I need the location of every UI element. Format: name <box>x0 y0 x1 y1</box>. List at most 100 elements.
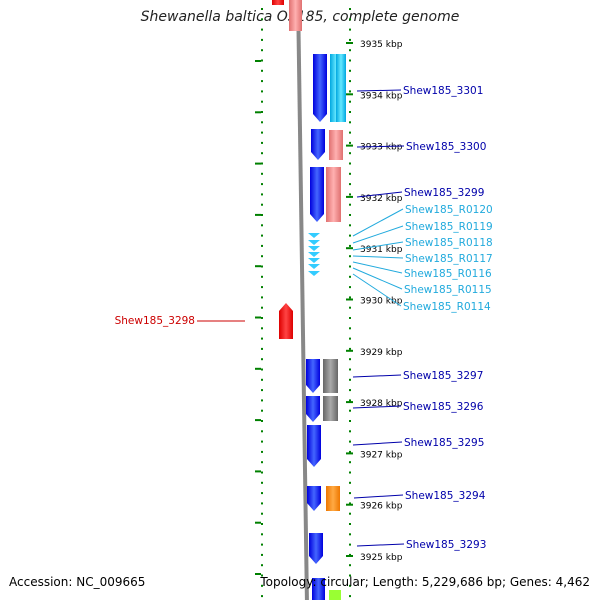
gene-shew185-3294-cds[interactable] <box>326 486 340 511</box>
gene-shew185-3293-forward[interactable] <box>309 533 323 564</box>
gene-shew185-3296-cds[interactable] <box>323 396 338 421</box>
label-leader-line <box>352 261 403 274</box>
left-tick-mark <box>255 60 261 62</box>
rna-chevron[interactable] <box>308 271 320 276</box>
gene-shew185-3296-forward[interactable] <box>306 396 320 422</box>
gene-label-shew185-3293[interactable]: Shew185_3293 <box>406 539 486 551</box>
rna-chevron[interactable] <box>308 252 320 257</box>
ruler-dot <box>349 286 351 289</box>
genome-backbone <box>296 0 309 600</box>
left-tick-mark <box>255 265 261 268</box>
label-leader-line <box>356 191 403 198</box>
gene-label-shew185-3298[interactable]: Shew185_3298 <box>115 315 195 327</box>
gene-label-shew185-3301[interactable]: Shew185_3301 <box>403 85 483 97</box>
gene-label-shew185-3297[interactable]: Shew185_3297 <box>403 370 483 382</box>
gene-block-bottom-lime[interactable] <box>329 590 341 600</box>
ruler-dot <box>261 574 263 577</box>
ruler-dot <box>261 28 263 31</box>
ruler-dot <box>349 265 351 268</box>
gene-label-shew185-r0118[interactable]: Shew185_R0118 <box>405 237 493 249</box>
ruler-dot <box>261 317 263 319</box>
left-tick-mark <box>255 162 261 165</box>
ruler-dot <box>349 234 351 237</box>
gene-shew185-3297-forward[interactable] <box>306 359 320 393</box>
kbp-tick-label: 3927 kbp <box>360 450 403 460</box>
gene-label-shew185-r0119[interactable]: Shew185_R0119 <box>405 221 493 233</box>
left-tick-mark <box>255 316 261 319</box>
left-tick-mark <box>255 111 261 114</box>
gene-shew185-3295-forward[interactable] <box>307 425 321 467</box>
ruler-dot <box>349 409 351 412</box>
ruler-dot <box>261 162 263 165</box>
ruler-dot <box>261 595 263 598</box>
rna-chevron[interactable] <box>308 258 320 263</box>
ruler-dot <box>349 358 351 361</box>
ruler-dot <box>349 244 351 247</box>
ruler-dot <box>349 131 351 134</box>
ruler-dot <box>261 121 263 124</box>
ruler-dot <box>261 131 263 134</box>
ruler-dot <box>261 502 263 505</box>
ruler-dot <box>261 440 263 443</box>
gene-label-shew185-r0114[interactable]: Shew185_R0114 <box>403 301 491 313</box>
rna-chevron[interactable] <box>308 233 320 238</box>
kbp-tick-label: 3932 kbp <box>360 194 403 204</box>
gene-shew185-3299-forward[interactable] <box>310 167 324 222</box>
ruler-dot <box>349 275 351 278</box>
ruler-dot <box>349 564 351 567</box>
gene-label-shew185-r0116[interactable]: Shew185_R0116 <box>404 268 492 280</box>
ruler-dot <box>261 38 263 41</box>
ruler-dot <box>349 461 351 464</box>
ruler-dot <box>261 471 263 474</box>
rna-chevron[interactable] <box>308 246 320 251</box>
gene-shew185-3301-cds2[interactable] <box>336 54 346 122</box>
ruler-dot <box>261 59 263 62</box>
ruler-dot <box>261 203 263 206</box>
ruler-dot <box>261 244 263 247</box>
ruler-dot <box>261 80 263 83</box>
ruler-dot <box>349 59 351 62</box>
gene-block-top-left[interactable] <box>272 0 284 5</box>
label-leader-line <box>352 225 404 244</box>
left-tick-mark <box>255 213 261 216</box>
ruler-dot <box>349 121 351 124</box>
label-leader-line <box>352 208 404 237</box>
label-leader-line <box>352 374 402 378</box>
gene-block-bottom-blue[interactable] <box>312 578 325 600</box>
gene-block-top-pink[interactable] <box>289 0 302 31</box>
gene-shew185-3299-cds[interactable] <box>326 167 341 222</box>
ruler-dot <box>349 533 351 536</box>
gene-shew185-3300-forward[interactable] <box>311 129 325 160</box>
ruler-dot <box>349 440 351 443</box>
ruler-dot <box>261 306 263 309</box>
gene-label-shew185-r0120[interactable]: Shew185_R0120 <box>405 204 493 216</box>
kbp-tick-mark <box>346 42 353 44</box>
rna-chevron[interactable] <box>308 240 320 245</box>
gene-label-shew185-3300[interactable]: Shew185_3300 <box>406 141 486 153</box>
gene-shew185-3300-cds[interactable] <box>329 130 343 160</box>
gene-shew185-3301-forward[interactable] <box>313 54 327 122</box>
gene-shew185-3294-forward[interactable] <box>307 486 321 511</box>
ruler-dot <box>261 409 263 412</box>
ruler-dot <box>261 553 263 556</box>
ruler-dot <box>349 481 351 484</box>
ruler-dot <box>261 18 263 21</box>
gene-label-shew185-r0117[interactable]: Shew185_R0117 <box>405 253 493 265</box>
ruler-dot <box>261 141 263 144</box>
ruler-dot <box>349 420 351 422</box>
ruler-dot <box>349 553 351 556</box>
gene-label-shew185-3295[interactable]: Shew185_3295 <box>404 437 484 449</box>
gene-label-shew185-3294[interactable]: Shew185_3294 <box>405 490 486 502</box>
kbp-tick-label: 3929 kbp <box>360 348 403 358</box>
gene-label-shew185-3296[interactable]: Shew185_3296 <box>403 401 484 413</box>
label-leader-line <box>352 441 403 446</box>
gene-label-shew185-3299[interactable]: Shew185_3299 <box>404 187 484 199</box>
ruler-dot <box>349 38 351 41</box>
label-leader-line <box>356 145 405 148</box>
ruler-dot <box>261 90 263 93</box>
gene-label-shew185-r0115[interactable]: Shew185_R0115 <box>404 284 492 296</box>
gene-shew185-3298-reverse[interactable] <box>279 303 293 339</box>
gene-shew185-3297-cds[interactable] <box>323 359 338 393</box>
rna-chevron[interactable] <box>308 264 320 269</box>
